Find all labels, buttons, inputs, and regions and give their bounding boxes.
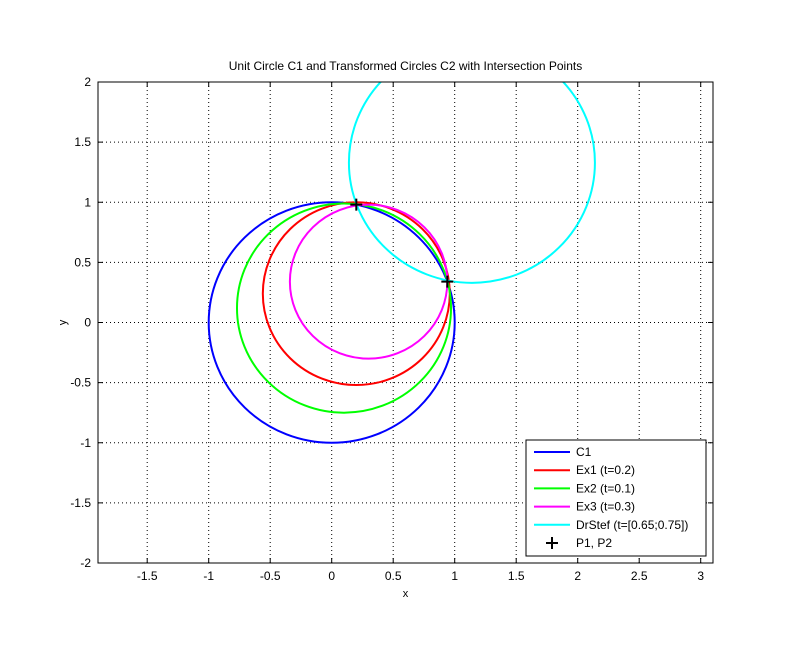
y-tick-label: -2 bbox=[80, 556, 91, 570]
y-tick-label: -1 bbox=[80, 436, 91, 450]
x-tick-label: 0.5 bbox=[385, 569, 402, 583]
legend-label-1: C1 bbox=[576, 445, 592, 459]
legend-label-4: Ex3 (t=0.3) bbox=[576, 500, 635, 514]
legend-label-6: P1, P2 bbox=[576, 536, 612, 550]
series-circle-3 bbox=[235, 202, 453, 414]
x-tick-label: -1 bbox=[203, 569, 214, 583]
chart-title: Unit Circle C1 and Transformed Circles C… bbox=[229, 59, 582, 73]
x-tick-label: 1 bbox=[451, 569, 458, 583]
legend-box bbox=[525, 439, 707, 557]
y-tick-label: -1.5 bbox=[70, 496, 91, 510]
intersection-points bbox=[350, 198, 454, 288]
y-tick-label: -0.5 bbox=[70, 376, 91, 390]
y-axis-label: y bbox=[57, 319, 69, 325]
y-tick-label: 1.5 bbox=[74, 135, 91, 149]
x-tick-label: 2 bbox=[574, 569, 581, 583]
legend-label-5: DrStef (t=[0.65;0.75]) bbox=[576, 518, 688, 532]
y-tick-label: 2 bbox=[84, 75, 91, 89]
x-tick-label: -0.5 bbox=[260, 569, 281, 583]
x-tick-label: 0 bbox=[328, 569, 335, 583]
legend-label-2: Ex1 (t=0.2) bbox=[576, 463, 635, 477]
legend-swatch-marker bbox=[546, 537, 558, 549]
x-tick-label: 3 bbox=[697, 569, 704, 583]
x-tick-label: 1.5 bbox=[508, 569, 525, 583]
y-tick-label: 0 bbox=[84, 316, 91, 330]
axis-ticks: -1.5 -1 -0.5 0 0.5 1 1.5 2 2.5 3 -2 -1.5 -1 -0.5 0 0.5 1… bbox=[70, 75, 713, 583]
intersection-point-1 bbox=[350, 198, 363, 211]
series-circle-1 bbox=[207, 201, 456, 444]
x-axis-label: x bbox=[403, 588, 409, 600]
x-tick-label: 2.5 bbox=[631, 569, 648, 583]
series-circle-5 bbox=[347, 82, 596, 284]
intersection-point-2 bbox=[441, 275, 454, 288]
x-tick-label: -1.5 bbox=[137, 569, 158, 583]
y-tick-label: 0.5 bbox=[74, 255, 91, 269]
y-tick-label: 1 bbox=[84, 195, 91, 209]
series-layer bbox=[207, 82, 596, 444]
legend-label-3: Ex2 (t=0.1) bbox=[576, 481, 635, 495]
legend: C1 Ex1 (t=0.2) Ex2 (t=0.1) Ex3 (t=0.3) DrSte… bbox=[525, 439, 707, 557]
